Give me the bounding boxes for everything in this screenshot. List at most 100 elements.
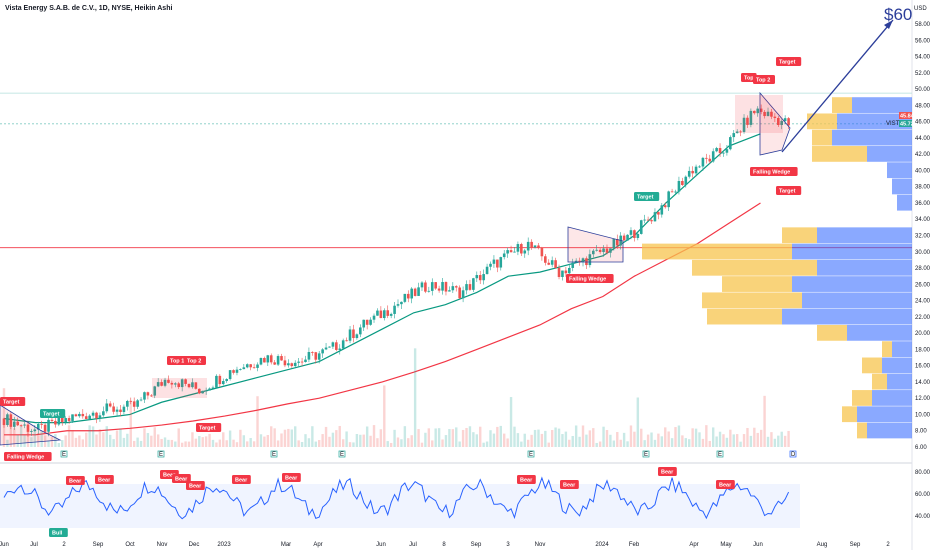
volume-bar [280, 433, 283, 447]
candle-body [122, 406, 126, 412]
price-tick-label: 58.00 [915, 22, 931, 28]
volume-bar [773, 438, 777, 447]
volume-bar [749, 435, 753, 447]
candle-body [139, 399, 143, 401]
volume-bar [232, 439, 235, 447]
candle-body [98, 415, 102, 419]
currency-label: USD [914, 6, 927, 12]
candle-body [403, 293, 407, 302]
candle-body [273, 362, 276, 365]
candle-body [372, 315, 376, 320]
candle-body [612, 239, 616, 249]
candle-body [36, 424, 40, 430]
volume-bar [626, 441, 629, 447]
candle-body [365, 319, 369, 325]
volume-bar [455, 427, 458, 447]
bear-label: Bear [175, 477, 188, 483]
candle-body [430, 282, 434, 291]
volume-bar [235, 442, 239, 447]
candle-body [629, 230, 633, 235]
candle-body [6, 414, 9, 426]
candle-body [550, 260, 554, 265]
volume-bar [252, 441, 256, 447]
candle-body [40, 424, 43, 425]
candle-body [16, 421, 20, 426]
candle-body [153, 386, 157, 396]
volume-bar [701, 438, 705, 447]
volume-bar [50, 437, 54, 447]
price-tick-label: 40.00 [915, 168, 931, 174]
candle-body [513, 251, 516, 253]
candle-body [369, 319, 372, 325]
candle-body [520, 244, 523, 254]
candle-body [776, 117, 780, 126]
volume-profile-down [812, 129, 832, 146]
bear-label-bg [716, 480, 735, 489]
volume-profile-down [882, 341, 892, 358]
price-tick-label: 34.00 [915, 217, 931, 223]
volume-bar [228, 430, 232, 447]
volume-bar [684, 438, 687, 447]
volume-bar [413, 348, 417, 447]
candle-body [19, 425, 23, 427]
candle-body [245, 364, 249, 368]
candle-body [451, 286, 455, 291]
target-label-bg [776, 57, 802, 66]
candle-body [359, 327, 362, 335]
volume-bar [222, 432, 225, 447]
bear-label-bg [232, 475, 251, 484]
candle-body [180, 379, 184, 388]
candle-body [475, 275, 479, 279]
candle-body [725, 149, 729, 153]
target-60-label: $60 [884, 5, 912, 24]
candle-body [499, 257, 503, 268]
volume-bar [735, 434, 739, 447]
volume-bar [16, 435, 19, 447]
volume-profile-up [802, 292, 912, 309]
volume-bar [115, 430, 119, 447]
time-tick-label: Sep [93, 542, 104, 548]
candle-body [400, 301, 403, 305]
candle-body [211, 387, 215, 389]
candle-body [30, 430, 33, 432]
volume-bar [153, 427, 156, 447]
volume-bar [191, 432, 194, 447]
candle-body [187, 383, 191, 388]
volume-bar [119, 428, 122, 447]
candle-body [345, 340, 348, 342]
bear-label-bg [95, 475, 114, 484]
volume-bar [403, 426, 407, 447]
volume-bar [242, 435, 246, 447]
candle-body [50, 419, 54, 421]
volume-bar [143, 428, 146, 447]
candle-body [300, 361, 304, 363]
volume-bar [19, 426, 23, 447]
volume-bar [167, 439, 170, 447]
price-tick-label: 28.00 [915, 266, 931, 272]
volume-bar [451, 429, 455, 447]
volume-bar [393, 429, 396, 447]
candle-body [454, 286, 458, 288]
candle-body [588, 254, 592, 266]
chart-title: Vista Energy S.A.B. de C.V., 1D, NYSE, H… [5, 5, 172, 12]
time-tick-label: Apr [689, 542, 698, 548]
volume-profile-down [692, 259, 817, 276]
candle-body [742, 117, 746, 132]
time-tick-label: Jun [753, 542, 763, 548]
volume-bar [482, 442, 485, 447]
price-tick-label: 54.00 [915, 55, 931, 61]
volume-bar [369, 435, 372, 447]
candle-body [492, 259, 496, 264]
candle-body [74, 414, 78, 417]
volume-bar [328, 436, 331, 447]
candle-body [674, 191, 677, 193]
candle-body [639, 220, 643, 234]
volume-bar [276, 440, 280, 447]
volume-bar [156, 434, 160, 447]
price-badge [899, 120, 912, 127]
candle-body [225, 379, 228, 382]
candle-body [509, 250, 513, 253]
bear-label: Bear [235, 478, 248, 484]
target-label: Target [43, 412, 60, 418]
